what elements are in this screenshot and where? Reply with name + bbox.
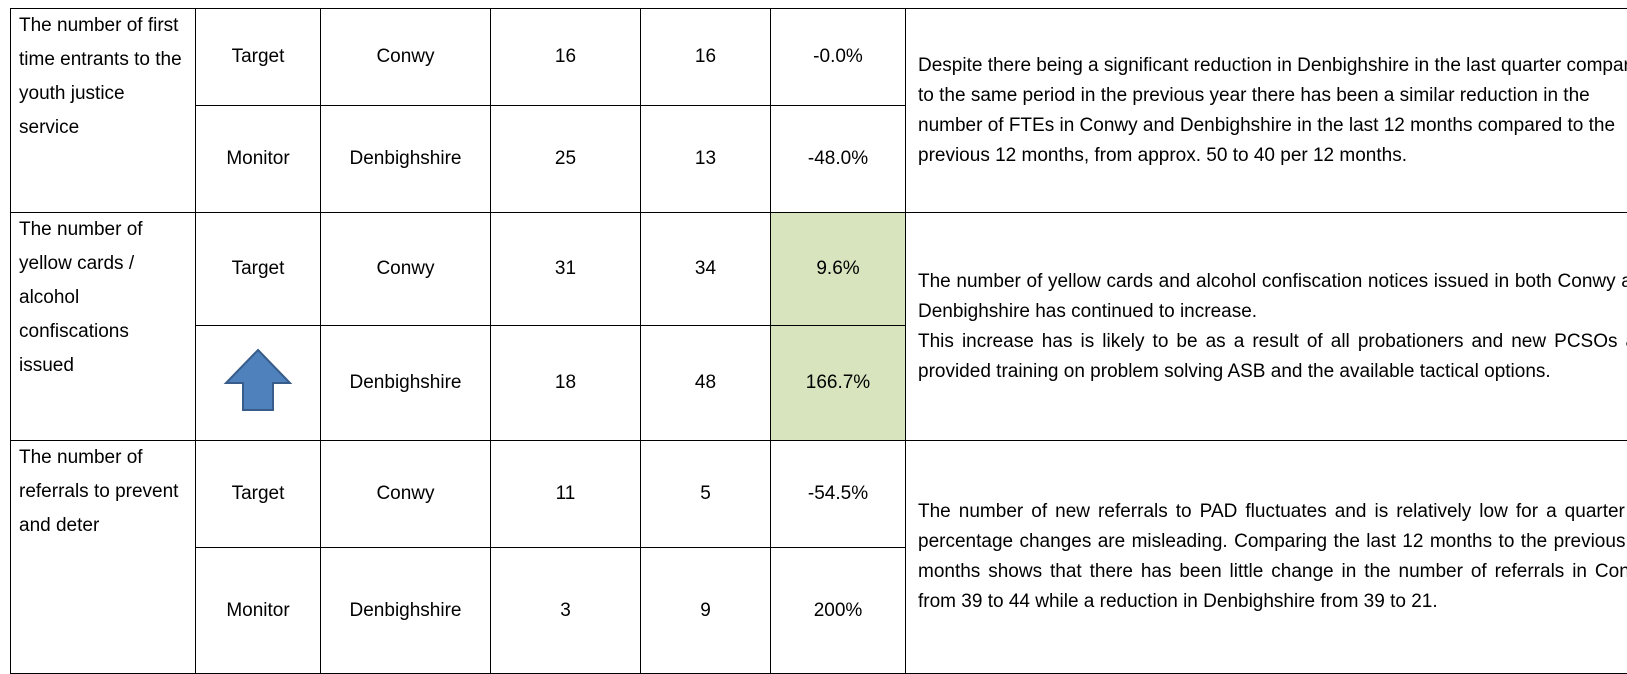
change-cell: -54.5% xyxy=(771,441,906,548)
table-row: The number of yellow cards / alcohol con… xyxy=(11,213,1627,326)
current-cell: 48 xyxy=(641,326,771,441)
previous-cell: 18 xyxy=(491,326,641,441)
kpi-table: The number of first time entrants to the… xyxy=(10,8,1627,674)
indicator-label: The number of yellow cards / alcohol con… xyxy=(11,213,196,441)
area-cell: Conwy xyxy=(321,9,491,106)
area-cell: Denbighshire xyxy=(321,326,491,441)
area-cell: Conwy xyxy=(321,441,491,548)
current-cell: 16 xyxy=(641,9,771,106)
current-cell: 13 xyxy=(641,106,771,213)
previous-cell: 16 xyxy=(491,9,641,106)
type-cell: Monitor xyxy=(196,106,321,213)
area-cell: Denbighshire xyxy=(321,548,491,674)
current-cell: 5 xyxy=(641,441,771,548)
change-cell: -48.0% xyxy=(771,106,906,213)
current-cell: 9 xyxy=(641,548,771,674)
type-cell xyxy=(196,326,321,441)
commentary-paragraph: This increase has is likely to be as a r… xyxy=(918,327,1627,387)
commentary: Despite there being a significant reduct… xyxy=(906,9,1627,213)
up-arrow-icon xyxy=(223,347,293,413)
type-cell: Target xyxy=(196,9,321,106)
previous-cell: 31 xyxy=(491,213,641,326)
indicator-label: The number of first time entrants to the… xyxy=(11,9,196,213)
type-cell: Monitor xyxy=(196,548,321,674)
indicator-label: The number of referrals to prevent and d… xyxy=(11,441,196,674)
commentary: The number of yellow cards and alcohol c… xyxy=(906,213,1627,441)
table-row: The number of referrals to prevent and d… xyxy=(11,441,1627,548)
commentary-paragraph: Despite there being a significant reduct… xyxy=(918,51,1627,171)
previous-cell: 3 xyxy=(491,548,641,674)
change-cell: -0.0% xyxy=(771,9,906,106)
change-cell: 9.6% xyxy=(771,213,906,326)
current-cell: 34 xyxy=(641,213,771,326)
area-cell: Conwy xyxy=(321,213,491,326)
change-cell: 166.7% xyxy=(771,326,906,441)
previous-cell: 11 xyxy=(491,441,641,548)
area-cell: Denbighshire xyxy=(321,106,491,213)
type-cell: Target xyxy=(196,441,321,548)
commentary-paragraph: The number of yellow cards and alcohol c… xyxy=(918,267,1627,327)
previous-cell: 25 xyxy=(491,106,641,213)
change-cell: 200% xyxy=(771,548,906,674)
table-body: The number of first time entrants to the… xyxy=(11,9,1627,674)
commentary: The number of new referrals to PAD fluct… xyxy=(906,441,1627,674)
commentary-paragraph: The number of new referrals to PAD fluct… xyxy=(918,497,1627,617)
table-row: The number of first time entrants to the… xyxy=(11,9,1627,106)
type-cell: Target xyxy=(196,213,321,326)
